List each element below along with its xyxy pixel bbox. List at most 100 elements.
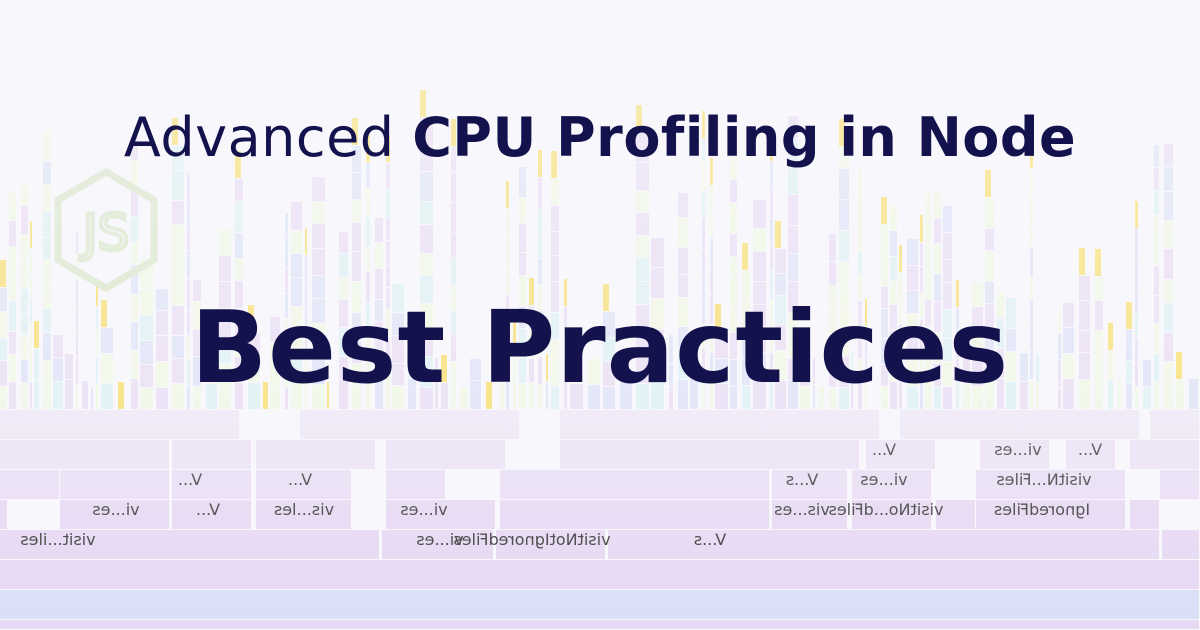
flame-label: visitNotIgnoredFiles bbox=[453, 530, 610, 549]
flame-bar bbox=[1154, 168, 1159, 190]
flame-bar bbox=[0, 470, 59, 499]
flame-bar bbox=[881, 225, 888, 255]
flame-bar bbox=[890, 257, 897, 280]
flame-bar bbox=[366, 247, 370, 271]
flame-bar bbox=[451, 203, 456, 233]
flame-bar bbox=[21, 263, 28, 288]
flame-bar bbox=[506, 239, 509, 265]
flame-bar bbox=[1135, 201, 1138, 228]
flame-bar bbox=[560, 440, 859, 469]
flame-bar bbox=[312, 224, 325, 248]
flame-bar bbox=[1130, 440, 1199, 469]
flame-bar bbox=[235, 202, 243, 232]
flame-bar bbox=[500, 500, 769, 529]
flame-bar bbox=[420, 225, 433, 253]
flame-bar bbox=[538, 259, 542, 284]
flame-bar bbox=[636, 213, 649, 235]
flame-bar bbox=[60, 470, 169, 499]
flame-label: vis...es bbox=[774, 500, 830, 519]
logo-text: JS bbox=[80, 204, 129, 262]
flame-bar bbox=[187, 227, 190, 250]
flame-bar bbox=[770, 188, 773, 218]
flame-bar bbox=[30, 273, 32, 298]
flame-bar bbox=[920, 215, 923, 242]
flame-bar bbox=[1135, 229, 1138, 259]
flame-bar bbox=[9, 278, 16, 300]
flame-bar bbox=[451, 173, 456, 202]
flame-bar bbox=[1135, 260, 1138, 290]
flame-bar bbox=[702, 249, 705, 278]
flame-bar bbox=[235, 259, 243, 280]
title-block: Advanced CPU Profiling in Node bbox=[0, 108, 1200, 167]
flame-bar bbox=[1162, 530, 1199, 559]
flame-bar bbox=[770, 245, 773, 270]
flame-bar bbox=[934, 244, 941, 273]
flame-bar bbox=[386, 241, 390, 265]
flame-bar bbox=[538, 235, 542, 258]
title-main: CPU Profiling in Node bbox=[412, 106, 1077, 169]
flame-bar bbox=[1164, 167, 1173, 191]
flame-bar bbox=[1154, 191, 1159, 214]
flame-label: V... bbox=[872, 440, 896, 459]
flame-bar bbox=[943, 260, 952, 282]
flame-bar bbox=[925, 221, 931, 243]
flame-bar bbox=[1095, 249, 1101, 276]
flame-bar bbox=[386, 470, 445, 499]
flame-bar bbox=[1030, 248, 1033, 277]
flame-bar bbox=[451, 234, 456, 257]
flame-bar bbox=[702, 218, 705, 248]
flame-bar bbox=[636, 236, 649, 257]
flame-bar bbox=[339, 254, 348, 277]
flame-bar bbox=[235, 233, 243, 258]
flame-bar bbox=[710, 186, 713, 214]
flame-bar bbox=[890, 205, 897, 230]
flame-bar bbox=[753, 252, 766, 281]
flame-bar bbox=[881, 256, 888, 286]
flame-bar bbox=[285, 213, 288, 237]
nodejs-icon: JS bbox=[54, 168, 158, 292]
flame-bar bbox=[985, 229, 994, 250]
flame-bar bbox=[500, 470, 769, 499]
flame-bar bbox=[291, 254, 302, 277]
flame-bar bbox=[519, 167, 526, 197]
flame-bar bbox=[1095, 277, 1103, 300]
flame-bar bbox=[30, 221, 32, 248]
flame-bar bbox=[352, 200, 361, 222]
flame-bar bbox=[0, 440, 169, 469]
flame-bar bbox=[538, 209, 542, 234]
flame-bar bbox=[21, 206, 28, 234]
flame-bar bbox=[899, 245, 902, 272]
flame-label: visit...iles bbox=[20, 530, 95, 549]
flame-bar bbox=[187, 173, 190, 203]
flame-bar bbox=[1079, 248, 1085, 275]
flame-bar bbox=[1164, 249, 1173, 279]
title-prefix: Advanced bbox=[123, 106, 395, 169]
flame-bar bbox=[858, 194, 862, 222]
page-title: Advanced CPU Profiling in Node bbox=[0, 108, 1200, 167]
flame-bar bbox=[753, 200, 766, 228]
flame-bar bbox=[839, 231, 849, 261]
flame-bar bbox=[375, 243, 383, 268]
flame-bar bbox=[788, 195, 798, 225]
flame-bar bbox=[730, 180, 737, 202]
flame-bar bbox=[172, 254, 184, 278]
flame-bar bbox=[678, 193, 688, 217]
flame-bar bbox=[0, 560, 1199, 589]
flame-bar bbox=[775, 249, 786, 273]
flame-bar bbox=[1030, 169, 1033, 196]
flame-label: vis...les bbox=[274, 500, 334, 519]
flame-bar bbox=[770, 219, 773, 244]
flame-bar bbox=[829, 234, 836, 261]
flame-bar bbox=[0, 500, 7, 529]
flame-bar bbox=[312, 177, 325, 201]
flame-bar bbox=[0, 260, 6, 287]
flame-bar bbox=[943, 233, 952, 259]
flame-label: IgnoredFiles bbox=[994, 500, 1090, 519]
flame-bar bbox=[1164, 192, 1173, 220]
flame-bar bbox=[829, 262, 836, 285]
flame-bar bbox=[1030, 197, 1033, 225]
flame-bar bbox=[43, 238, 51, 259]
flame-bar bbox=[730, 234, 737, 256]
flame-bar bbox=[907, 239, 918, 265]
